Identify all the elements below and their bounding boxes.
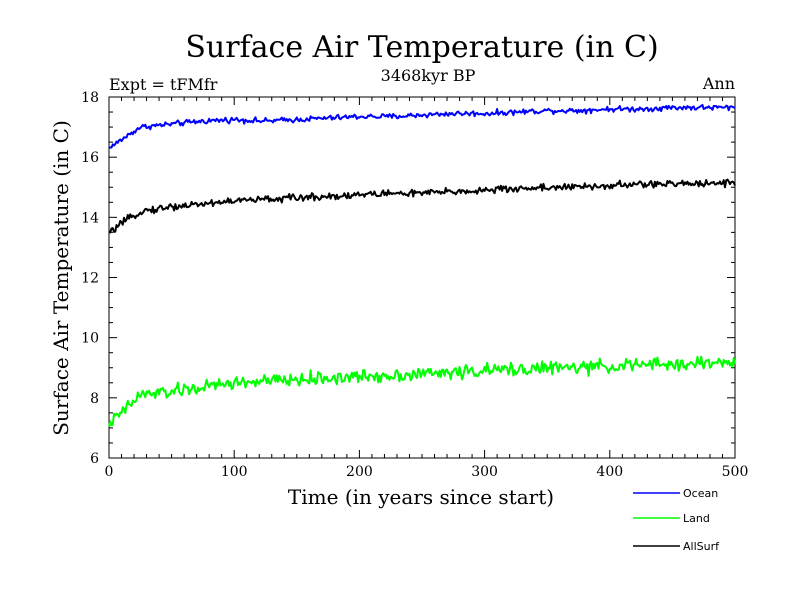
- series-line-ocean: [108, 103, 736, 149]
- legend-label-land: Land: [683, 512, 710, 525]
- y-tick-label: 6: [90, 451, 99, 467]
- chart-subtitle: 3468kyr BP: [381, 66, 476, 85]
- y-tick-label: 14: [81, 210, 99, 226]
- y-tick-label: 8: [90, 391, 99, 407]
- plot-frame: [108, 96, 736, 459]
- legend: Ocean Land AllSurf: [633, 487, 720, 553]
- season-label: Ann: [702, 74, 735, 93]
- x-tick-label: 400: [596, 464, 623, 480]
- experiment-label: Expt = tFMfr: [109, 75, 218, 94]
- legend-label-ocean: Ocean: [683, 487, 718, 500]
- series-line-land: [108, 355, 736, 428]
- legend-label-allsurf: AllSurf: [683, 540, 720, 553]
- x-tick-label: 0: [105, 464, 114, 480]
- x-tick-label: 200: [346, 464, 373, 480]
- x-tick-label: 100: [221, 464, 248, 480]
- x-tick-label: 500: [722, 464, 749, 480]
- y-tick-label: 10: [81, 331, 99, 347]
- y-tick-label: 18: [81, 90, 99, 106]
- series-layer: [108, 103, 736, 428]
- x-axis-title: Time (in years since start): [288, 485, 554, 509]
- axes-layer: 0 100 200 300 400 500 6 8 10 12 14 16 18: [81, 90, 748, 480]
- chart-title: Surface Air Temperature (in C): [185, 30, 658, 65]
- y-tick-label: 16: [81, 150, 99, 166]
- y-axis-title: Surface Air Temperature (in C): [49, 120, 73, 436]
- series-line-allsurf: [108, 178, 736, 234]
- x-tick-label: 300: [471, 464, 498, 480]
- y-tick-label: 12: [81, 271, 99, 287]
